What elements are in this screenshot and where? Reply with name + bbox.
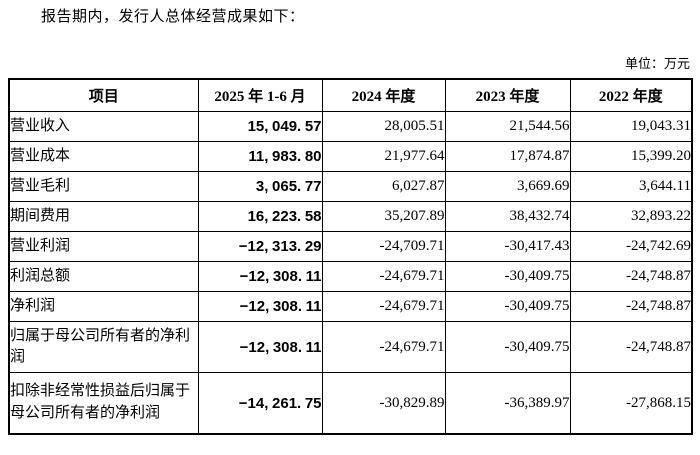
cell-label: 营业收入: [8, 111, 199, 143]
cell-value-2024: 21,977.64: [321, 141, 446, 173]
header-2023: 2023 年度: [444, 78, 571, 113]
row-operating-profit: 营业利润 −12, 313. 29 -24,709.71 -30,417.43 -2…: [8, 231, 693, 263]
cell-label: 净利润: [8, 291, 199, 323]
cell-value-2025: −12, 313. 29: [197, 231, 323, 263]
cell-value-2024: -30,829.89: [321, 372, 446, 435]
cell-value-2022: 15,399.20: [569, 141, 693, 173]
header-row: 项目 2025 年 1-6 月 2024 年度 2023 年度 2022 年度: [8, 78, 693, 113]
cell-label: 扣除非经常性损益后归属于母公司所有者的净利润: [8, 372, 199, 435]
cell-value-2025: 15, 049. 57: [197, 111, 323, 143]
cell-label: 利润总额: [8, 261, 199, 293]
cell-value-2024: -24,679.71: [321, 291, 446, 323]
cell-value-2024: 35,207.89: [321, 201, 446, 233]
cell-value-2024: 6,027.87: [321, 171, 446, 203]
row-period-expenses: 期间费用 16, 223. 58 35,207.89 38,432.74 32,89…: [8, 201, 693, 233]
cell-value-2023: -36,389.97: [444, 372, 571, 435]
cell-value-2023: -30,409.75: [444, 321, 571, 374]
operating-results-table: 项目 2025 年 1-6 月 2024 年度 2023 年度 2022 年度 …: [8, 78, 693, 435]
cell-value-2022: 19,043.31: [569, 111, 693, 143]
cell-value-2023: 17,874.87: [444, 141, 571, 173]
header-2022: 2022 年度: [569, 78, 693, 113]
cell-value-2022: -24,748.87: [569, 261, 693, 293]
row-gross-profit: 营业毛利 3, 065. 77 6,027.87 3,669.69 3,644.11: [8, 171, 693, 203]
cell-value-2023: -30,417.43: [444, 231, 571, 263]
cell-label: 归属于母公司所有者的净利润: [8, 321, 199, 374]
cell-value-2022: -24,748.87: [569, 291, 693, 323]
cell-value-2023: 21,544.56: [444, 111, 571, 143]
header-2024: 2024 年度: [321, 78, 446, 113]
cell-value-2023: -30,409.75: [444, 261, 571, 293]
row-net-profit-to-parent: 归属于母公司所有者的净利润 −12, 308. 11 -24,679.71 -30,…: [8, 321, 693, 374]
row-operating-revenue: 营业收入 15, 049. 57 28,005.51 21,544.56 19,04…: [8, 111, 693, 143]
header-item: 项目: [8, 78, 199, 113]
intro-paragraph: 报告期内，发行人总体经营成果如下：: [41, 9, 305, 25]
unit-label: 单位：万元: [624, 56, 690, 72]
cell-label: 营业毛利: [8, 171, 199, 203]
row-net-profit: 净利润 −12, 308. 11 -24,679.71 -30,409.75 -24…: [8, 291, 693, 323]
cell-label: 期间费用: [8, 201, 199, 233]
cell-value-2022: -24,748.87: [569, 321, 693, 374]
cell-value-2025: 3, 065. 77: [197, 171, 323, 203]
cell-value-2022: -24,742.69: [569, 231, 693, 263]
cell-value-2024: -24,679.71: [321, 261, 446, 293]
row-total-profit: 利润总额 −12, 308. 11 -24,679.71 -30,409.75 -2…: [8, 261, 693, 293]
row-operating-cost: 营业成本 11, 983. 80 21,977.64 17,874.87 15,39…: [8, 141, 693, 173]
cell-value-2024: -24,679.71: [321, 321, 446, 374]
cell-value-2025: −14, 261. 75: [197, 372, 323, 435]
cell-label: 营业成本: [8, 141, 199, 173]
row-deducted-net-profit-to-parent: 扣除非经常性损益后归属于母公司所有者的净利润 −14, 261. 75 -30,82…: [8, 372, 693, 435]
header-2025-h1: 2025 年 1-6 月: [197, 78, 323, 113]
cell-value-2022: 32,893.22: [569, 201, 693, 233]
cell-value-2023: -30,409.75: [444, 291, 571, 323]
cell-value-2024: -24,709.71: [321, 231, 446, 263]
cell-value-2025: 16, 223. 58: [197, 201, 323, 233]
cell-value-2022: -27,868.15: [569, 372, 693, 435]
cell-value-2024: 28,005.51: [321, 111, 446, 143]
cell-value-2025: −12, 308. 11: [197, 261, 323, 293]
cell-label: 营业利润: [8, 231, 199, 263]
cell-value-2022: 3,644.11: [569, 171, 693, 203]
cell-value-2025: 11, 983. 80: [197, 141, 323, 173]
cell-value-2025: −12, 308. 11: [197, 321, 323, 374]
cell-value-2023: 3,669.69: [444, 171, 571, 203]
cell-value-2025: −12, 308. 11: [197, 291, 323, 323]
cell-value-2023: 38,432.74: [444, 201, 571, 233]
